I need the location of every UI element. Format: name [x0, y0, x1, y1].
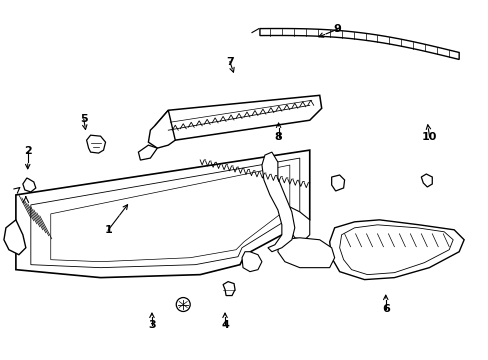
Polygon shape	[331, 175, 344, 191]
Polygon shape	[4, 220, 26, 255]
Polygon shape	[23, 178, 36, 192]
Text: 4: 4	[221, 320, 228, 330]
Text: 8: 8	[274, 132, 282, 142]
Polygon shape	[329, 220, 463, 280]
Polygon shape	[260, 28, 458, 59]
Polygon shape	[262, 152, 294, 252]
Polygon shape	[138, 145, 157, 160]
Text: 7: 7	[225, 57, 233, 67]
Polygon shape	[289, 207, 309, 240]
Polygon shape	[16, 150, 309, 278]
Circle shape	[176, 298, 190, 311]
Text: 1: 1	[104, 225, 112, 235]
Polygon shape	[242, 252, 262, 272]
Text: 5: 5	[80, 114, 87, 124]
Polygon shape	[277, 238, 334, 268]
Text: 9: 9	[332, 24, 340, 35]
Text: 3: 3	[148, 320, 156, 330]
Polygon shape	[155, 95, 321, 140]
Polygon shape	[223, 282, 235, 296]
Polygon shape	[421, 174, 431, 187]
Text: 6: 6	[381, 304, 389, 314]
Text: 2: 2	[24, 146, 32, 156]
Text: 10: 10	[421, 132, 436, 142]
Polygon shape	[148, 110, 175, 148]
Polygon shape	[86, 135, 105, 153]
